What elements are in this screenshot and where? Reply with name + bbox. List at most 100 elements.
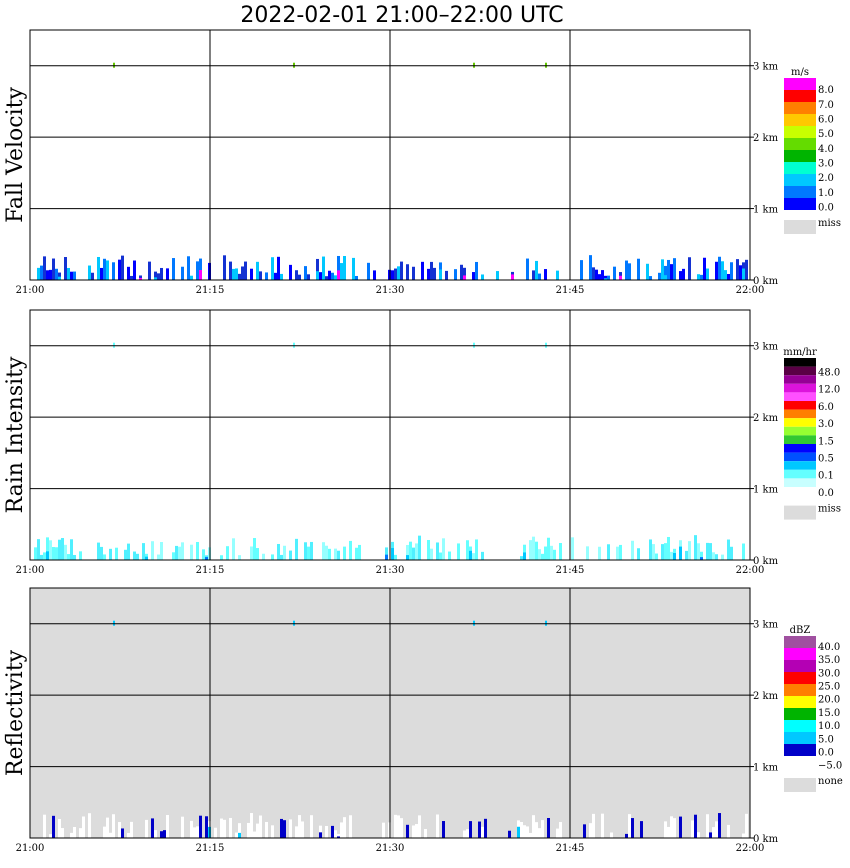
echo-accent-cell — [700, 557, 703, 560]
colorbar-swatch — [784, 174, 816, 186]
echo-cell — [49, 834, 52, 838]
echo-cell — [649, 276, 652, 280]
plot-frame — [29, 309, 751, 561]
echo-cell — [238, 555, 241, 560]
echo-cell — [73, 826, 76, 838]
plot-frame — [29, 29, 751, 281]
echo-cell — [472, 553, 475, 560]
echo-cell — [298, 815, 301, 838]
echo-cell — [535, 260, 538, 280]
echo-cell — [343, 817, 346, 838]
echo-cell — [718, 256, 721, 280]
echo-cell — [529, 832, 532, 838]
echo-cell — [640, 821, 643, 838]
echo-cell — [706, 814, 709, 838]
echo-cell — [421, 261, 424, 280]
echo-cell — [649, 539, 652, 560]
echo-cell — [700, 551, 703, 560]
echo-cell — [271, 257, 274, 280]
echo-cell — [658, 272, 661, 280]
echo-cell — [199, 258, 202, 280]
echo-cell — [520, 822, 523, 838]
echo-cell — [271, 825, 274, 838]
echo-cell — [325, 825, 328, 838]
echo-cell — [580, 260, 583, 280]
echo-cell — [343, 546, 346, 560]
echo-accent-cell — [697, 278, 700, 280]
y-tick-label: 3 km — [753, 342, 779, 353]
echo-accent-cell — [58, 276, 61, 280]
echo-cell — [625, 260, 628, 280]
echo-cell — [589, 823, 592, 838]
colorbar-label: 48.0 — [818, 367, 840, 378]
echo-cell — [547, 537, 550, 560]
echo-cell — [547, 817, 550, 838]
echo-cell — [223, 255, 226, 280]
echo-accent-cell — [154, 277, 157, 280]
echo-cell — [400, 261, 403, 280]
echo-cell — [463, 830, 466, 838]
echo-cell — [745, 259, 748, 280]
echo-cell — [259, 271, 262, 280]
echo-cell — [334, 830, 337, 838]
echo-cell — [67, 554, 70, 560]
echo-cell — [325, 276, 328, 280]
echo-cell — [109, 548, 112, 560]
echo-cell — [340, 822, 343, 838]
echo-accent-cell — [439, 269, 442, 280]
echo-cell — [412, 547, 415, 560]
echo-cell — [352, 257, 355, 280]
echo-cell — [556, 270, 559, 280]
echo-cell — [670, 264, 673, 280]
y-tick-label: 1 km — [753, 763, 779, 774]
echo-cell — [337, 550, 340, 560]
echo-cell — [133, 260, 136, 280]
echo-cell — [637, 548, 640, 560]
echo-cell — [481, 551, 484, 560]
echo-cell — [190, 275, 193, 280]
x-tick-label: 21:15 — [196, 843, 225, 854]
colorbar-swatch — [784, 114, 816, 126]
echo-cell — [322, 542, 325, 560]
echo-cell — [706, 268, 709, 280]
echo-cell — [103, 826, 106, 838]
colorbar-swatch — [784, 375, 816, 384]
echo-cell — [538, 273, 541, 280]
echo-cell — [652, 544, 655, 560]
colorbar-swatch — [784, 756, 816, 768]
echo-cell — [235, 268, 238, 280]
echo-accent-cell — [337, 836, 340, 838]
colorbar-label: 10.0 — [818, 721, 840, 732]
echo-cell — [52, 815, 55, 838]
echo-cell — [46, 270, 49, 280]
colorbar-swatch — [784, 452, 816, 462]
echo-cell — [166, 814, 169, 838]
colorbar-unit: dBZ — [790, 625, 811, 636]
x-tick-label: 21:45 — [556, 285, 585, 296]
echo-cell — [301, 821, 304, 838]
echo-cell — [37, 539, 40, 560]
echo-cell — [244, 261, 247, 280]
echo-cell — [595, 269, 598, 280]
echo-cell — [256, 823, 259, 838]
echo-cell — [664, 265, 667, 280]
echo-cell — [64, 544, 67, 560]
echo-cell — [91, 272, 94, 280]
chart-panel-1: 21:00 21:15 21:30 21:45 22:000 km 1 km 2 km 3 k… — [3, 309, 841, 576]
echo-cell — [394, 268, 397, 280]
echo-cell — [46, 537, 49, 560]
echo-cell — [616, 546, 619, 560]
echo-cell — [715, 261, 718, 280]
echo-cell — [592, 267, 595, 280]
echo-accent-cell — [679, 546, 682, 560]
echo-cell — [40, 554, 43, 560]
echo-accent-cell — [406, 555, 409, 560]
echo-cell — [100, 546, 103, 560]
echo-cell — [475, 539, 478, 560]
y-tick-label: 3 km — [753, 62, 779, 73]
echo-cell — [694, 535, 697, 560]
echo-cell — [667, 536, 670, 560]
echo-cell — [439, 552, 442, 560]
echo-cell — [82, 816, 85, 838]
echo-cell — [667, 826, 670, 838]
